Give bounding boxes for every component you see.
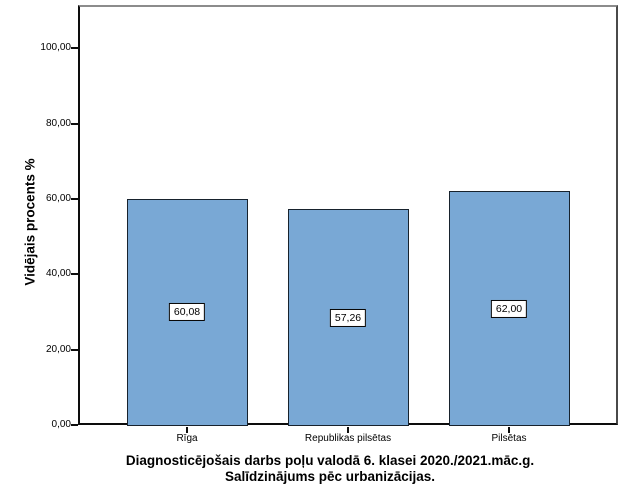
y-tick-label: 40,00 — [45, 268, 71, 280]
chart-title-line1: Diagnosticējošais darbs poļu valodā 6. k… — [125, 453, 535, 468]
chart-title: Diagnosticējošais darbs poļu valodā 6. k… — [35, 453, 625, 484]
bar-value-label: 62,00 — [490, 299, 528, 318]
x-category-label: Pilsētas — [491, 433, 527, 444]
y-tick-mark — [71, 348, 78, 351]
y-tick-label: 20,00 — [45, 343, 71, 355]
y-tick-mark — [71, 47, 78, 50]
y-tick-mark — [71, 424, 78, 426]
x-tick-mark — [508, 427, 510, 433]
bar-value-label: 60,08 — [168, 303, 206, 322]
y-tick-label: 100,00 — [40, 42, 71, 54]
bar-1: 60,08 — [126, 198, 248, 426]
x-category-label: Republikas pilsētas — [304, 433, 392, 444]
bar-2: 57,26 — [287, 209, 409, 426]
bar-3: 62,00 — [448, 191, 570, 426]
x-tick-mark — [186, 427, 188, 433]
x-category-label: Rīga — [176, 433, 198, 444]
bar-value-label: 57,26 — [329, 308, 367, 327]
y-tick-label: 0,00 — [51, 419, 71, 430]
y-axis-title: Vidējais procents % — [22, 158, 38, 286]
y-tick-label: 80,00 — [45, 117, 71, 129]
x-tick-mark — [347, 427, 349, 433]
y-tick-label: 60,00 — [45, 192, 71, 204]
y-tick-mark — [71, 197, 78, 200]
chart-title-line2: Salīdzinājums pēc urbanizācijas. — [224, 468, 436, 484]
y-tick-mark — [71, 122, 78, 125]
y-tick-mark — [71, 273, 78, 276]
